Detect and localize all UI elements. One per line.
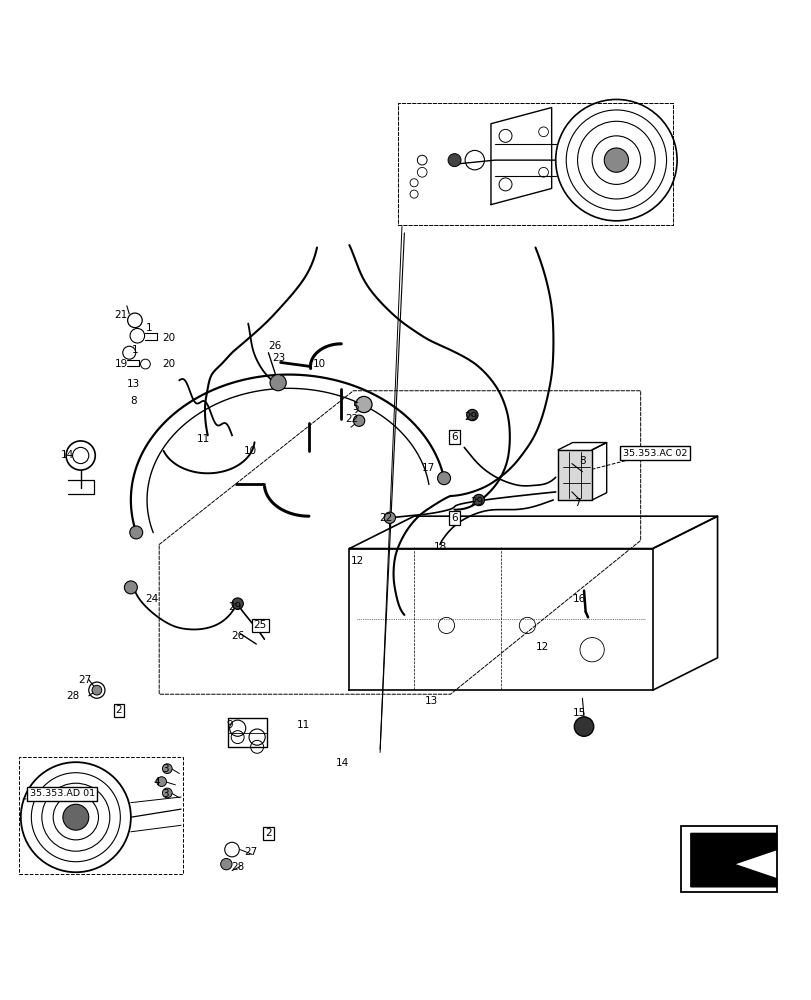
Circle shape <box>355 396 371 413</box>
Text: 11: 11 <box>197 434 210 444</box>
Circle shape <box>162 764 172 774</box>
Circle shape <box>130 526 143 539</box>
Text: 10: 10 <box>312 359 325 369</box>
Text: 11: 11 <box>296 720 310 730</box>
Text: 15: 15 <box>572 708 585 718</box>
Text: 14: 14 <box>336 758 349 768</box>
Circle shape <box>232 598 243 609</box>
Text: 9: 9 <box>226 720 233 730</box>
Text: 27: 27 <box>78 675 92 685</box>
Text: 7: 7 <box>573 498 580 508</box>
Text: 13: 13 <box>425 696 438 706</box>
Text: 8: 8 <box>130 396 136 406</box>
Text: 16: 16 <box>572 594 585 604</box>
Circle shape <box>157 777 166 786</box>
Text: 35.353.AC 02: 35.353.AC 02 <box>622 449 687 458</box>
Text: 12: 12 <box>534 642 548 652</box>
Circle shape <box>448 154 461 167</box>
Text: 23: 23 <box>272 353 285 363</box>
Text: 3: 3 <box>162 764 169 774</box>
Text: 19: 19 <box>114 359 127 369</box>
Polygon shape <box>557 450 591 500</box>
Circle shape <box>353 415 364 426</box>
Circle shape <box>466 409 478 421</box>
Text: 2: 2 <box>265 828 272 838</box>
Text: 24: 24 <box>145 594 158 604</box>
Text: 26: 26 <box>268 341 281 351</box>
Circle shape <box>92 685 101 695</box>
Text: 12: 12 <box>350 556 363 566</box>
Text: 25: 25 <box>253 620 267 630</box>
Circle shape <box>124 581 137 594</box>
Text: 4: 4 <box>153 777 160 787</box>
Text: 10: 10 <box>244 446 257 456</box>
Text: 22: 22 <box>345 414 358 424</box>
Text: 18: 18 <box>433 542 446 552</box>
Text: 17: 17 <box>422 463 435 473</box>
Circle shape <box>62 804 88 830</box>
Text: 28: 28 <box>231 862 244 872</box>
Text: 26: 26 <box>231 631 244 641</box>
Circle shape <box>603 148 628 172</box>
Text: 27: 27 <box>243 847 257 857</box>
Text: 29: 29 <box>470 497 483 507</box>
Text: 28: 28 <box>66 691 79 701</box>
Text: 29: 29 <box>464 412 477 422</box>
Text: 3: 3 <box>162 789 169 799</box>
Text: 13: 13 <box>127 379 139 389</box>
Circle shape <box>437 472 450 485</box>
Text: 8: 8 <box>578 456 585 466</box>
Text: 35.353.AD 01: 35.353.AD 01 <box>29 789 95 798</box>
Text: 22: 22 <box>379 513 392 523</box>
Circle shape <box>573 717 593 736</box>
Text: 20: 20 <box>162 359 175 369</box>
Text: 20: 20 <box>162 333 175 343</box>
Circle shape <box>384 512 395 523</box>
Circle shape <box>473 494 484 506</box>
Text: 1: 1 <box>131 345 138 355</box>
Text: 14: 14 <box>61 450 75 460</box>
Polygon shape <box>690 833 775 887</box>
Text: 6: 6 <box>451 513 457 523</box>
Text: 5: 5 <box>352 402 358 412</box>
Circle shape <box>221 858 232 870</box>
Text: 1: 1 <box>145 323 152 333</box>
Text: 21: 21 <box>114 310 127 320</box>
Circle shape <box>162 788 172 798</box>
FancyBboxPatch shape <box>680 826 775 892</box>
Circle shape <box>270 375 286 391</box>
Text: 6: 6 <box>451 432 457 442</box>
Text: 2: 2 <box>115 705 122 715</box>
Text: 29: 29 <box>229 602 242 612</box>
